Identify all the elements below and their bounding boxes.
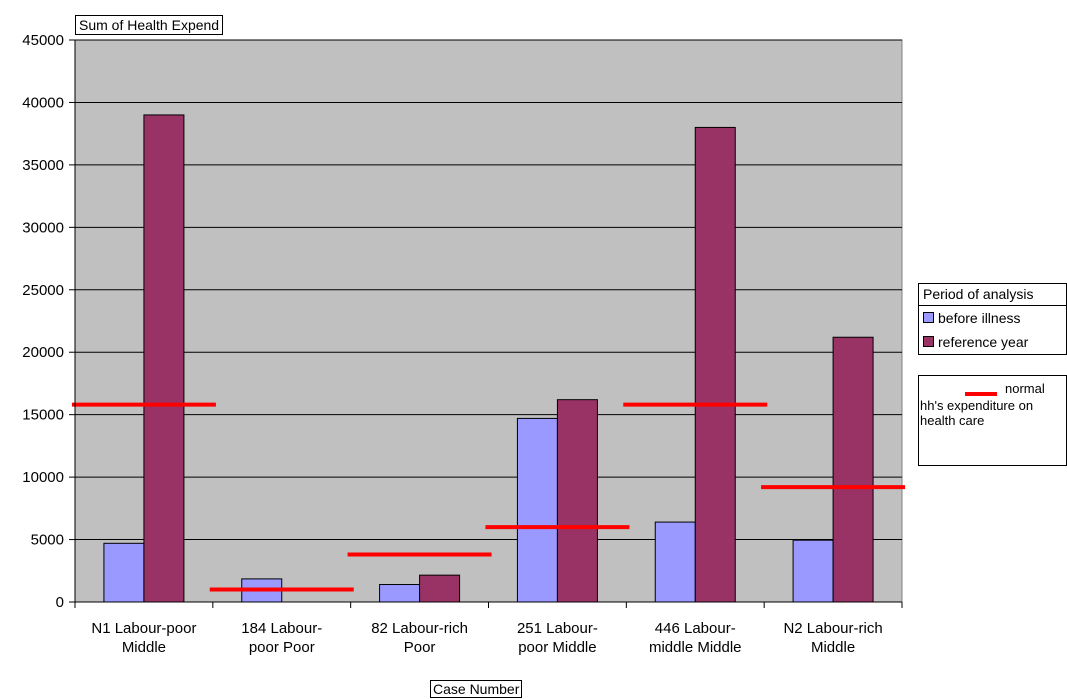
y-axis-title: Sum of Health Expend xyxy=(75,15,223,35)
y-tick-label: 0 xyxy=(56,594,64,611)
bar-reference-year xyxy=(695,127,735,602)
y-tick-labels: 0 5000 10000 15000 20000 25000 30000 35000 40000… xyxy=(22,32,64,611)
legend-item-reference-year: reference year xyxy=(919,331,1066,355)
bar-before-illness xyxy=(517,418,557,602)
bar-reference-year xyxy=(557,400,597,602)
bar-before-illness xyxy=(104,543,144,602)
y-tick-label: 30000 xyxy=(22,219,64,236)
bar-before-illness xyxy=(793,540,833,602)
x-tick-label: N1 Labour-poor Middle xyxy=(91,620,196,656)
bar-before-illness xyxy=(655,522,695,602)
legend-label-reference-year: reference year xyxy=(938,334,1028,350)
x-tick-labels: N1 Labour-poor Middle 184 Labour-poor Poor… xyxy=(91,620,882,656)
legend-swatch-reference-year xyxy=(923,336,934,347)
bar-reference-year xyxy=(420,575,460,602)
y-tick-label: 10000 xyxy=(22,469,64,486)
y-tick-label: 15000 xyxy=(22,407,64,424)
x-tick-label: 82 Labour-rich Poor xyxy=(371,620,468,656)
legend: Period of analysis before illness refere… xyxy=(918,283,1067,355)
x-tick-label: 446 Labour-middle Middle xyxy=(649,620,742,656)
bar-reference-year xyxy=(833,337,873,602)
x-axis-title: Case Number xyxy=(430,680,522,698)
x-tick-label: 184 Labour-poor Poor xyxy=(241,620,322,656)
bar-before-illness xyxy=(380,585,420,602)
bar-reference-year xyxy=(144,115,184,602)
y-tick-label: 40000 xyxy=(22,94,64,111)
plot-area xyxy=(75,40,902,602)
x-tick-label: N2 Labour-rich Middle xyxy=(783,620,882,656)
y-tick-label: 35000 xyxy=(22,157,64,174)
legend-swatch-before-illness xyxy=(923,312,934,323)
legend-label-before-illness: before illness xyxy=(938,310,1021,326)
y-tick-label: 5000 xyxy=(31,532,64,549)
normal-line-label: normal xyxy=(1005,381,1045,396)
normal-line-description: hh's expenditure on health care xyxy=(920,398,1066,428)
x-tick-label: 251 Labour-poor Middle xyxy=(517,620,598,656)
y-tick-label: 45000 xyxy=(22,32,64,49)
normal-line-swatch xyxy=(965,392,997,396)
y-tick-label: 25000 xyxy=(22,282,64,299)
legend-title: Period of analysis xyxy=(919,284,1066,306)
legend-item-before-illness: before illness xyxy=(919,307,1066,331)
y-tick-label: 20000 xyxy=(22,344,64,361)
normal-line-legend: normal hh's expenditure on health care xyxy=(918,375,1067,466)
